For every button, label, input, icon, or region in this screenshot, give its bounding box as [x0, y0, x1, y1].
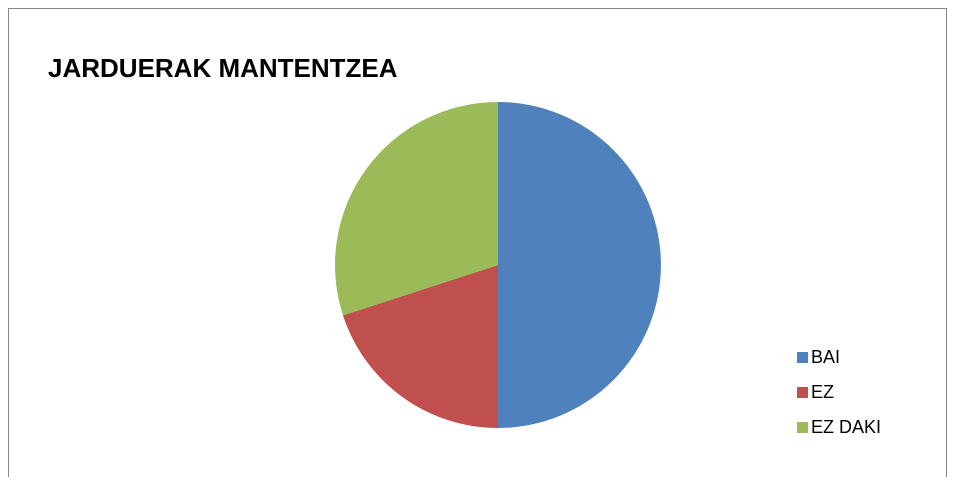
- pie-slice: [335, 101, 498, 316]
- legend-label: EZ DAKI: [811, 417, 881, 437]
- legend-label: BAI: [811, 347, 840, 367]
- legend-label: EZ: [811, 382, 834, 402]
- chart-title: JARDUERAK MANTENTZEA: [48, 53, 398, 83]
- legend-swatch: [797, 352, 808, 363]
- pie-slice: [342, 265, 498, 428]
- pie-slice: [498, 102, 661, 428]
- legend-swatch: [797, 422, 808, 433]
- legend-swatch: [797, 387, 808, 398]
